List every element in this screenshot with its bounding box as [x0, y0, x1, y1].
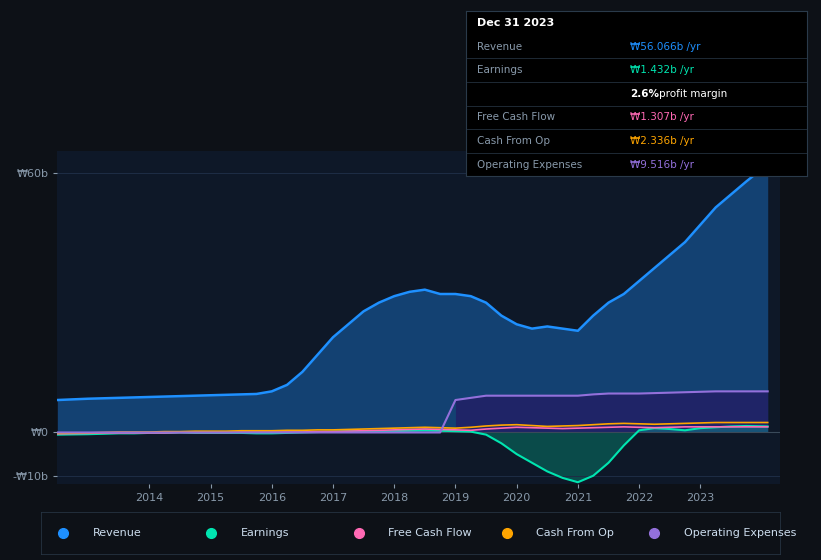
- Text: ₩2.336b /yr: ₩2.336b /yr: [630, 136, 694, 146]
- Text: Revenue: Revenue: [93, 529, 141, 538]
- Text: Operating Expenses: Operating Expenses: [476, 160, 582, 170]
- Text: Free Cash Flow: Free Cash Flow: [388, 529, 472, 538]
- Text: Operating Expenses: Operating Expenses: [684, 529, 796, 538]
- Text: Cash From Op: Cash From Op: [536, 529, 614, 538]
- Text: Revenue: Revenue: [476, 41, 521, 52]
- Text: Dec 31 2023: Dec 31 2023: [476, 18, 554, 28]
- Text: ₩56.066b /yr: ₩56.066b /yr: [630, 41, 700, 52]
- Text: Earnings: Earnings: [476, 65, 522, 75]
- Text: profit margin: profit margin: [658, 89, 727, 99]
- Text: 2.6%: 2.6%: [630, 89, 659, 99]
- Text: Earnings: Earnings: [241, 529, 289, 538]
- Text: ₩9.516b /yr: ₩9.516b /yr: [630, 160, 694, 170]
- Text: Cash From Op: Cash From Op: [476, 136, 549, 146]
- Text: Free Cash Flow: Free Cash Flow: [476, 113, 555, 123]
- Text: ₩1.432b /yr: ₩1.432b /yr: [630, 65, 694, 75]
- Text: ₩1.307b /yr: ₩1.307b /yr: [630, 113, 694, 123]
